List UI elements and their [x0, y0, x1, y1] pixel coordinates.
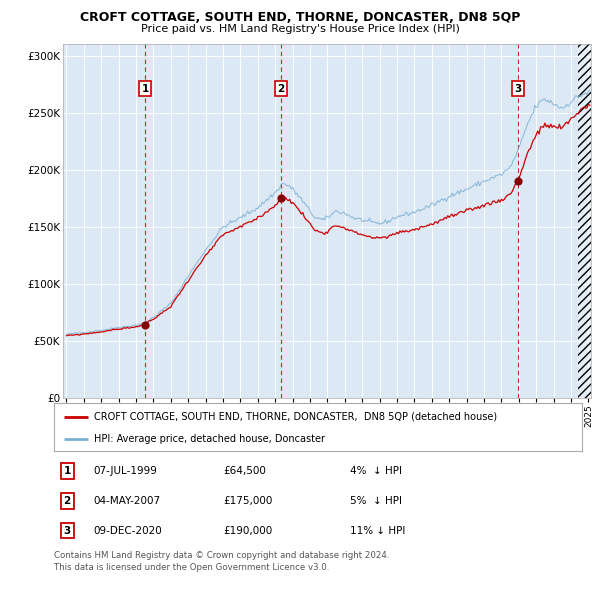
- Text: £175,000: £175,000: [223, 496, 272, 506]
- Text: 2: 2: [278, 84, 285, 93]
- Text: Price paid vs. HM Land Registry's House Price Index (HPI): Price paid vs. HM Land Registry's House …: [140, 24, 460, 34]
- Text: £64,500: £64,500: [223, 466, 266, 476]
- Text: 1: 1: [142, 84, 149, 93]
- Text: 5%  ↓ HPI: 5% ↓ HPI: [350, 496, 401, 506]
- Text: £190,000: £190,000: [223, 526, 272, 536]
- Text: 04-MAY-2007: 04-MAY-2007: [94, 496, 161, 506]
- Text: 1: 1: [64, 466, 71, 476]
- Text: Contains HM Land Registry data © Crown copyright and database right 2024.: Contains HM Land Registry data © Crown c…: [54, 551, 389, 560]
- Point: [140, 320, 150, 329]
- Text: 2: 2: [64, 496, 71, 506]
- Point: [513, 176, 523, 186]
- Text: 3: 3: [514, 84, 521, 93]
- Point: [277, 194, 286, 203]
- Text: 4%  ↓ HPI: 4% ↓ HPI: [350, 466, 401, 476]
- Text: CROFT COTTAGE, SOUTH END, THORNE, DONCASTER, DN8 5QP: CROFT COTTAGE, SOUTH END, THORNE, DONCAS…: [80, 11, 520, 24]
- Text: CROFT COTTAGE, SOUTH END, THORNE, DONCASTER,  DN8 5QP (detached house): CROFT COTTAGE, SOUTH END, THORNE, DONCAS…: [94, 411, 497, 421]
- Text: 11% ↓ HPI: 11% ↓ HPI: [350, 526, 405, 536]
- Text: This data is licensed under the Open Government Licence v3.0.: This data is licensed under the Open Gov…: [54, 563, 329, 572]
- Text: 07-JUL-1999: 07-JUL-1999: [94, 466, 157, 476]
- Text: 3: 3: [64, 526, 71, 536]
- Text: HPI: Average price, detached house, Doncaster: HPI: Average price, detached house, Donc…: [94, 434, 325, 444]
- Text: 09-DEC-2020: 09-DEC-2020: [94, 526, 163, 536]
